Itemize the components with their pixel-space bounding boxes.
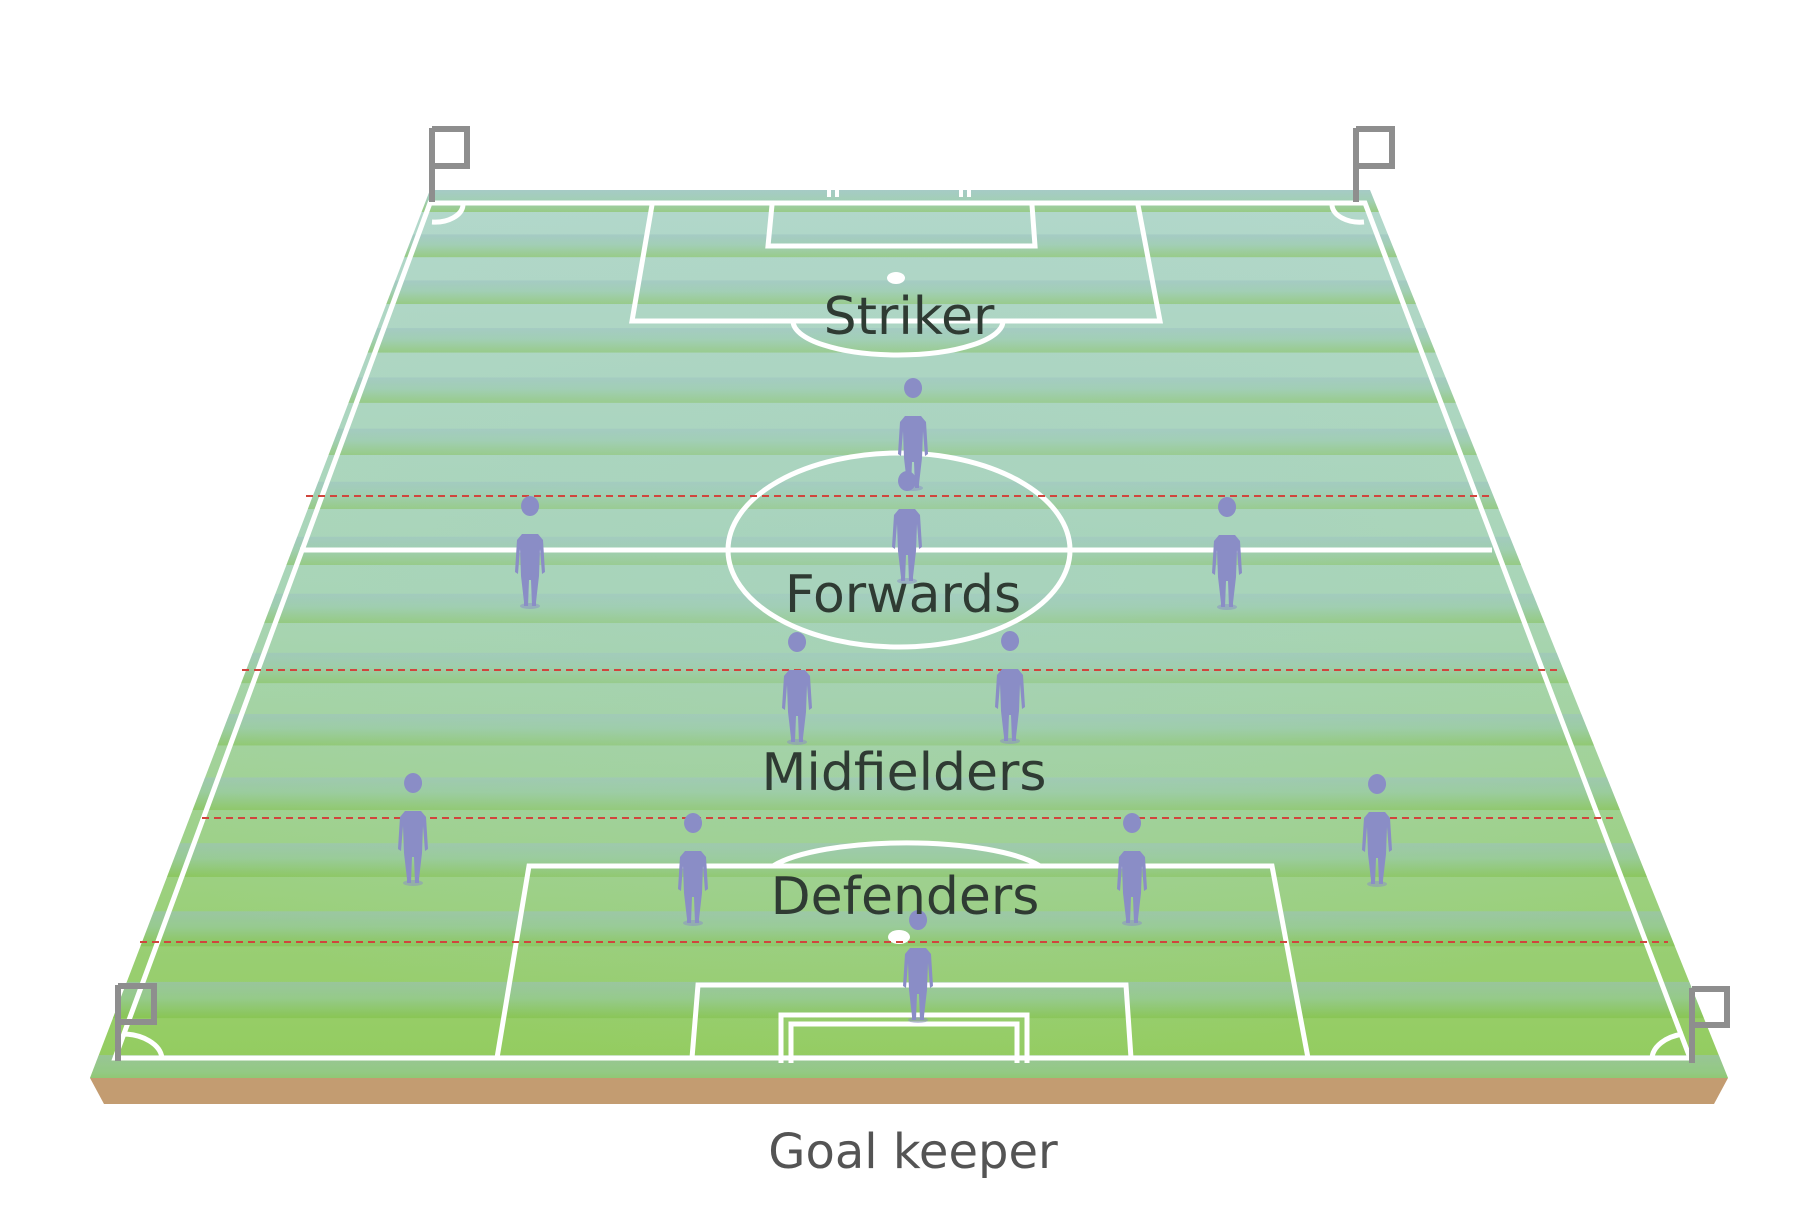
label-goal-keeper: Goal keeper (768, 1124, 1058, 1180)
flag-bottom-right (1689, 986, 1730, 1063)
players (398, 378, 1392, 1023)
corner-arc-bottom-right (1649, 1031, 1684, 1059)
player-defender-center-right (1117, 813, 1147, 923)
player-striker (898, 378, 928, 488)
flag-top-right (1353, 126, 1395, 202)
player-defender-center-left-feet (683, 920, 703, 926)
player-midfielder-right-feet (1000, 738, 1020, 744)
near-penalty-arc (771, 840, 1042, 869)
player-goalkeeper-feet (908, 1017, 928, 1023)
far-goal-box (765, 204, 1038, 249)
player-forward-right (1212, 497, 1242, 607)
near-goal (778, 1012, 1030, 1063)
far-penalty-arc (790, 320, 1006, 358)
player-defender-far-right-feet (1367, 881, 1387, 887)
player-forward-center (892, 471, 922, 581)
label-defenders: Defenders (771, 867, 1040, 927)
player-defender-far-left-feet (403, 880, 423, 886)
label-midfielders: Midfielders (762, 743, 1047, 803)
player-defender-center-left (678, 813, 708, 923)
corner-arc-top-right (1329, 204, 1365, 225)
pitch-soil-edge (90, 1078, 1728, 1104)
flag-bottom-left (115, 983, 157, 1061)
corner-flags (115, 126, 1730, 1063)
flag-top-left (429, 126, 470, 202)
player-forward-right-feet (1217, 604, 1237, 610)
far-penalty-spot (887, 272, 905, 284)
player-midfielder-left (782, 632, 812, 742)
player-forward-left-feet (520, 603, 540, 609)
far-penalty-box (629, 204, 1164, 324)
label-forwards: Forwards (785, 565, 1021, 625)
player-defender-center-right-feet (1122, 920, 1142, 926)
player-forward-center-feet (897, 578, 917, 584)
near-penalty-box (494, 863, 1311, 1059)
player-forward-left (515, 496, 545, 606)
corner-arc-bottom-left (121, 1031, 165, 1059)
label-striker: Striker (824, 287, 995, 347)
player-midfielder-left-feet (787, 739, 807, 745)
player-goalkeeper (903, 910, 933, 1020)
far-goal (827, 161, 971, 197)
player-defender-far-right (1362, 774, 1392, 884)
player-midfielder-right (995, 631, 1025, 741)
pitch-center-shading (90, 190, 1728, 1078)
player-defender-far-left (398, 773, 428, 883)
near-penalty-spot (888, 930, 910, 944)
corner-arc-top-left (431, 204, 466, 225)
